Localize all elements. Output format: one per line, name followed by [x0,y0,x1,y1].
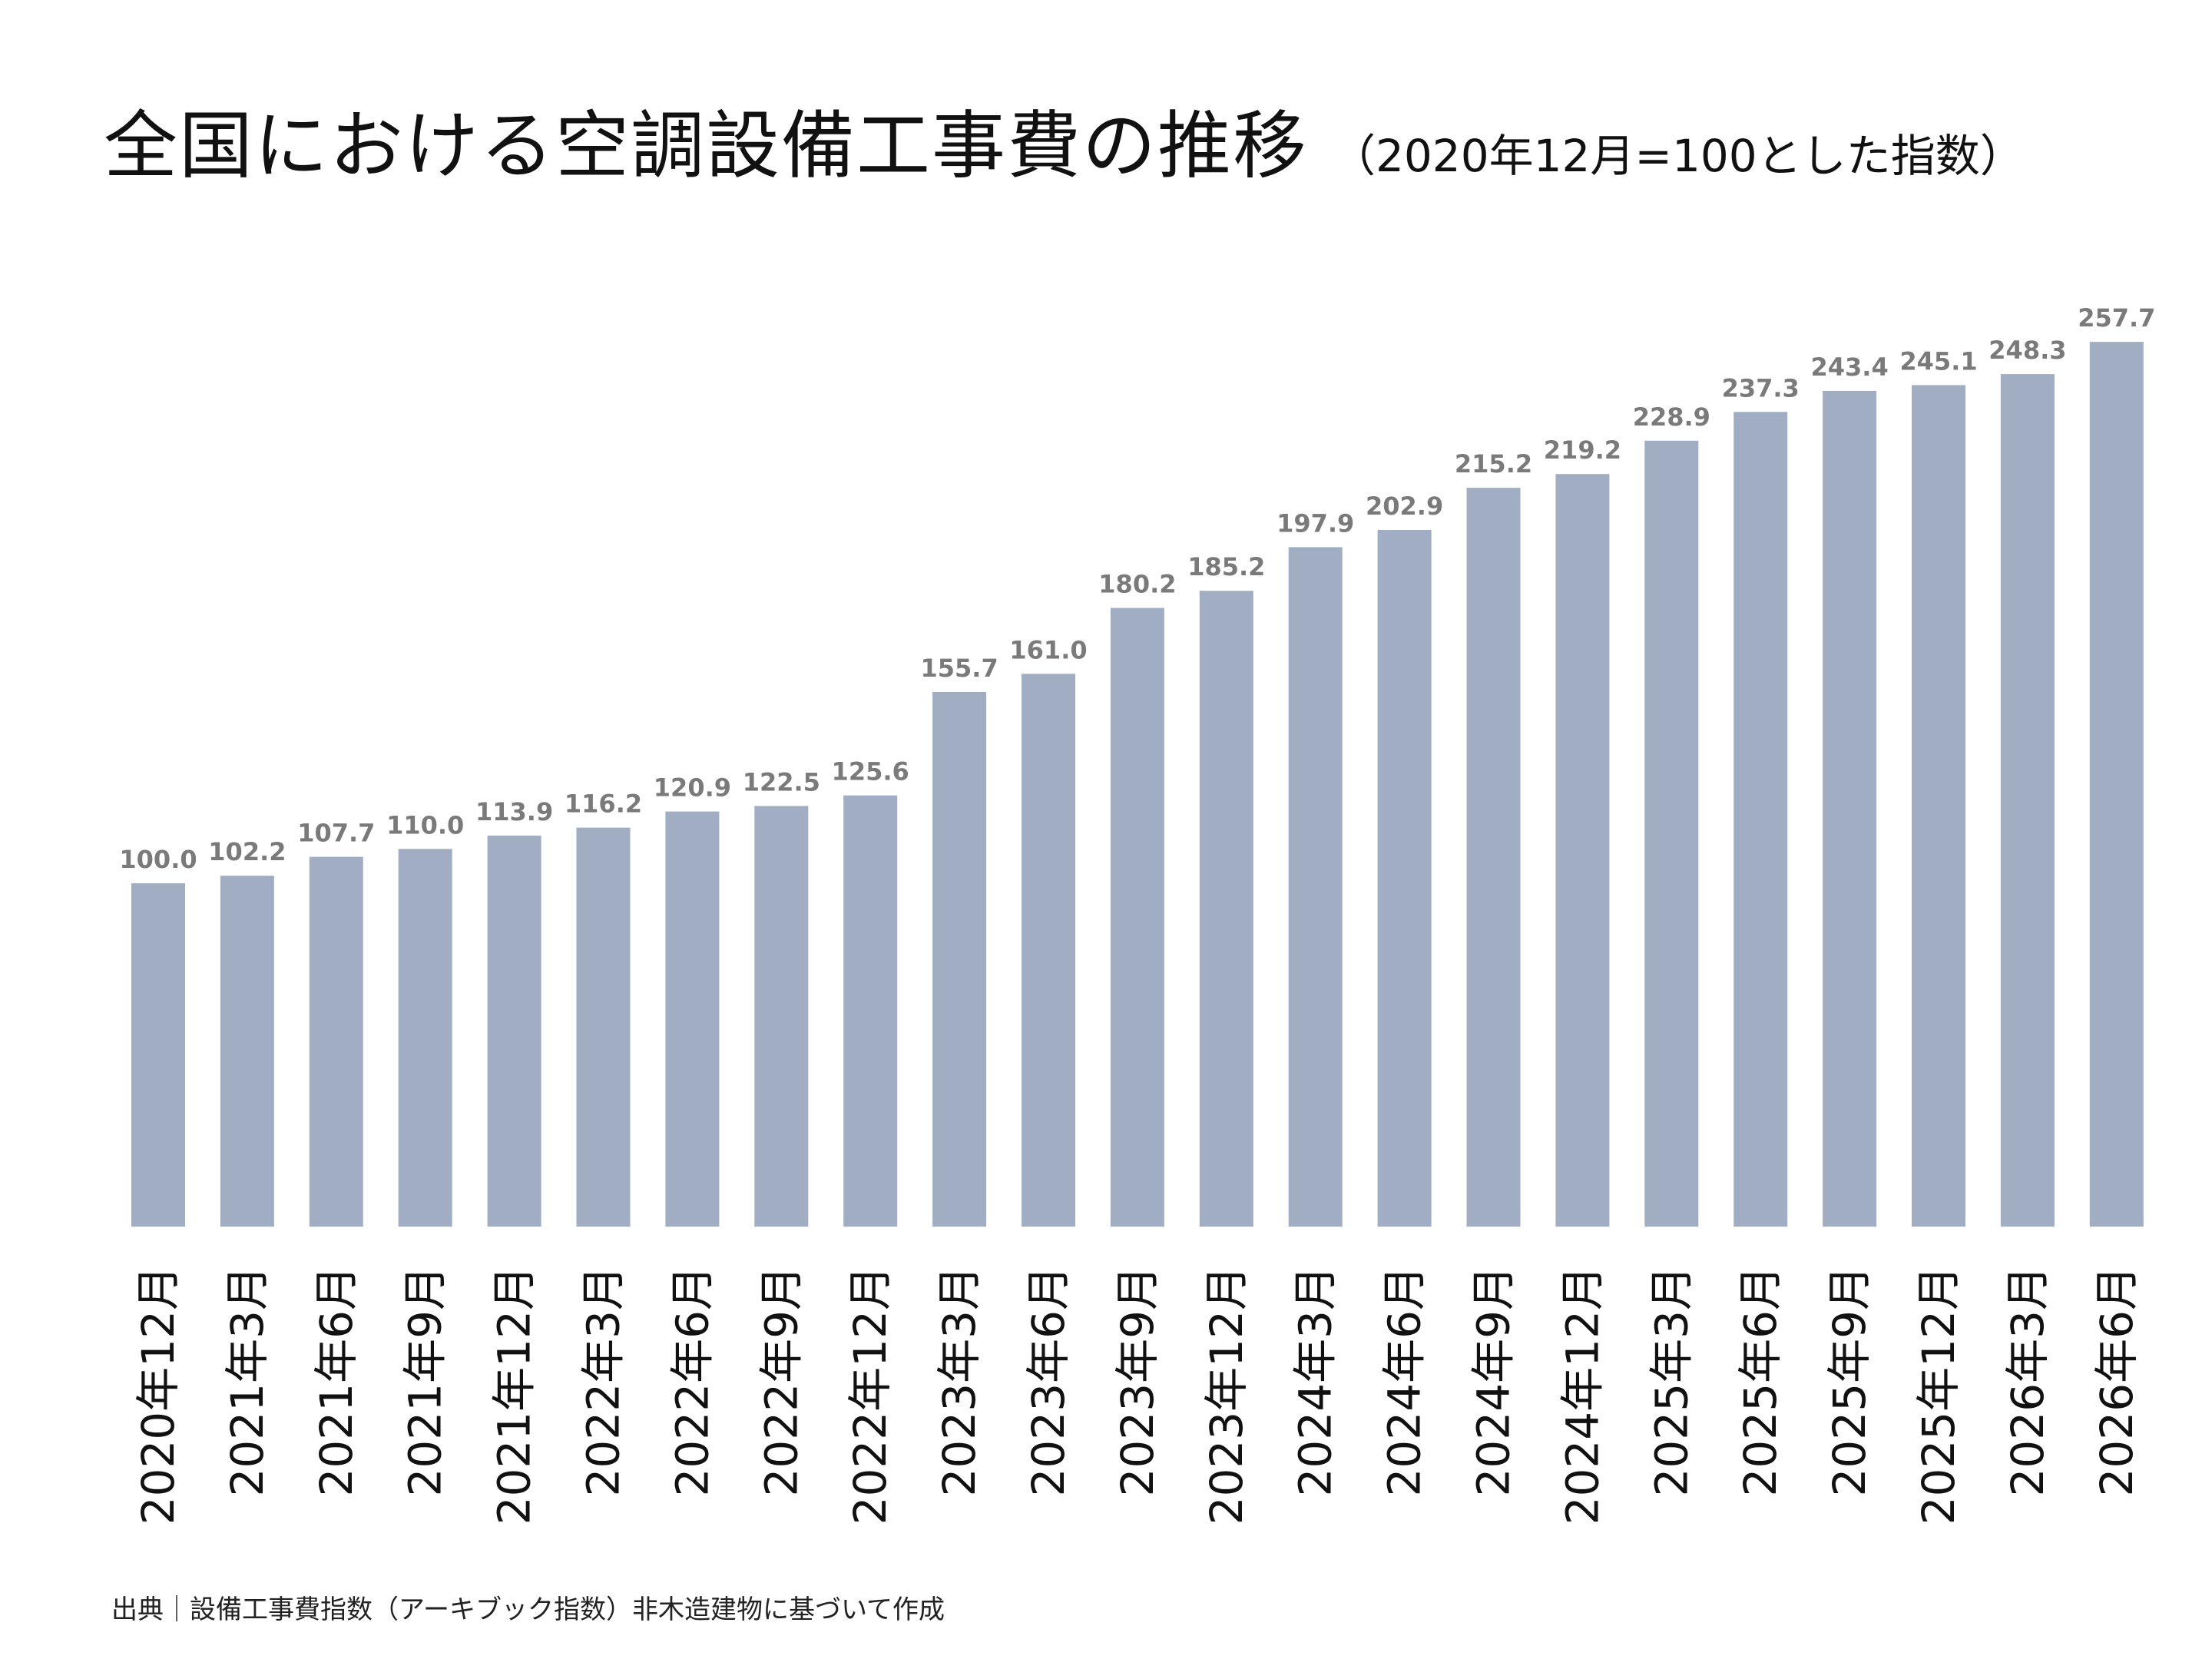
value-label-4: 113.9 [475,797,553,826]
category-label-3: 2021年9月 [399,1266,452,1497]
bar-20 [1912,385,1965,1227]
bar-1 [220,876,274,1227]
category-label-18: 2025年6月 [1734,1266,1786,1497]
category-label-21: 2026年3月 [2002,1266,2054,1497]
bar-16 [1555,474,1610,1227]
bar-5 [576,827,631,1227]
value-label-5: 116.2 [565,790,642,819]
category-label-6: 2022年6月 [666,1266,718,1497]
category-label-13: 2024年3月 [1290,1266,1342,1497]
value-label-2: 107.7 [297,819,375,848]
value-label-7: 122.5 [743,767,820,796]
bar-14 [1377,530,1432,1227]
bar-0 [131,883,185,1227]
bar-8 [843,795,898,1227]
bar-13 [1288,547,1343,1227]
category-label-5: 2022年3月 [578,1266,630,1497]
bar-11 [1110,608,1164,1227]
value-label-16: 219.2 [1544,435,1621,465]
source-note: 出典｜設備工事費指数（アーキブック指数）非木造建物に基づいて作成 [111,1594,945,1625]
value-label-22: 257.7 [2078,303,2155,333]
category-label-19: 2025年9月 [1823,1266,1876,1497]
category-label-12: 2023年12月 [1200,1266,1253,1525]
value-label-8: 125.6 [832,757,909,786]
category-label-1: 2021年3月 [221,1266,273,1497]
bar-18 [1734,412,1788,1227]
category-label-22: 2026年6月 [2091,1266,2143,1497]
value-label-6: 120.9 [654,773,731,803]
bar-10 [1022,674,1075,1227]
category-label-9: 2023年3月 [933,1266,985,1497]
bar-2 [309,856,363,1227]
value-label-19: 243.4 [1810,353,1888,382]
category-label-15: 2024年9月 [1468,1266,1520,1497]
value-label-9: 155.7 [920,654,998,683]
bar-4 [487,835,541,1227]
category-label-0: 2020年12月 [132,1266,184,1525]
value-label-21: 248.3 [1988,336,2066,365]
value-label-0: 100.0 [119,845,197,874]
category-labels-group: 2020年12月 2021年3月 2021年6月 2021年9月 2021年12月 202… [132,1266,2143,1525]
category-label-2: 2021年6月 [310,1266,363,1497]
value-label-13: 197.9 [1277,508,1354,538]
bar-22 [2089,342,2144,1227]
bar-15 [1466,488,1521,1227]
value-label-18: 237.3 [1722,373,1800,402]
category-label-8: 2022年12月 [844,1266,896,1525]
bar-3 [398,849,452,1227]
value-label-12: 185.2 [1187,552,1265,581]
value-label-17: 228.9 [1633,402,1710,432]
category-label-16: 2024年12月 [1556,1266,1608,1525]
bar-6 [665,811,720,1227]
bar-19 [1823,391,1877,1227]
bars-group [131,342,2144,1227]
bar-9 [932,692,987,1227]
category-label-10: 2023年6月 [1022,1266,1075,1497]
value-label-20: 245.1 [1899,346,1977,376]
value-label-15: 215.2 [1455,449,1532,478]
value-label-3: 110.0 [386,810,464,839]
category-label-4: 2021年12月 [488,1266,541,1525]
value-label-10: 161.0 [1009,635,1087,664]
chart-title-sub: （2020年12月=100とした指数） [1331,130,2025,182]
category-label-14: 2024年6月 [1379,1266,1431,1497]
bar-12 [1199,591,1253,1227]
bar-7 [754,806,809,1227]
category-label-20: 2025年12月 [1912,1266,1965,1525]
category-label-17: 2025年3月 [1645,1266,1697,1497]
value-label-1: 102.2 [208,837,286,866]
category-label-7: 2022年9月 [755,1266,807,1497]
value-labels-group: 100.0 102.2 107.7 110.0 113.9 116.2 120.9 122.5… [119,303,2155,874]
bar-17 [1644,440,1699,1227]
chart-title: 全国における空調設備工事費の推移 （2020年12月=100とした指数） [104,86,2025,193]
category-label-11: 2023年9月 [1111,1266,1164,1497]
value-label-14: 202.9 [1366,492,1443,521]
value-label-11: 180.2 [1098,570,1176,599]
bar-21 [2000,374,2055,1227]
chart-title-main: 全国における空調設備工事費の推移 [104,103,1308,189]
